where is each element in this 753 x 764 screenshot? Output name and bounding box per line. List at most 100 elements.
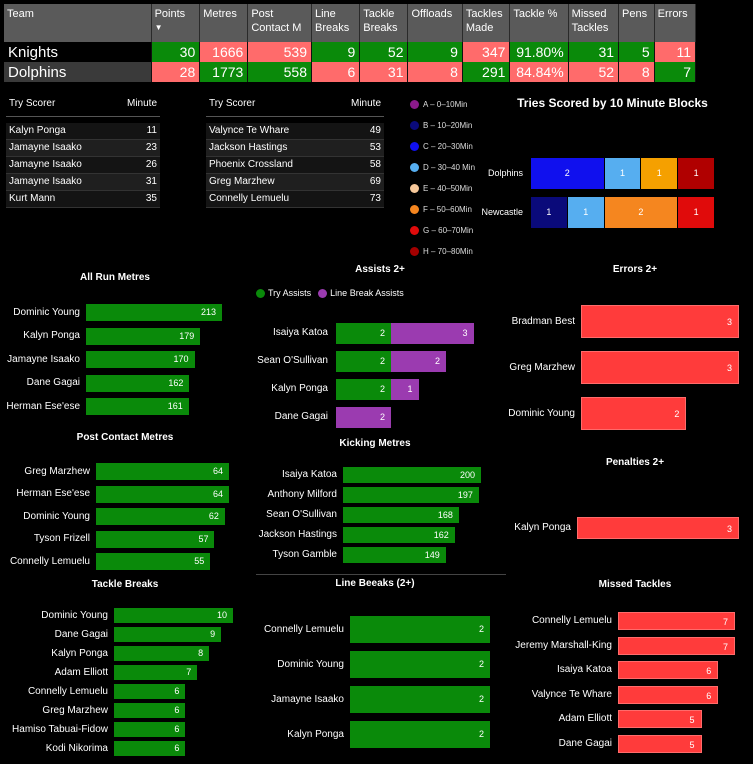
header-try-scorer[interactable]: Try Scorer	[9, 98, 56, 109]
value-bar[interactable]: 2	[350, 651, 490, 678]
value-bar[interactable]: 64	[96, 463, 229, 480]
column-header-6[interactable]: Offloads	[407, 4, 463, 42]
value-bar[interactable]: 62	[96, 508, 225, 525]
value-bar[interactable]: 3	[581, 305, 739, 338]
value-bar[interactable]: 197	[343, 487, 479, 503]
sort-desc-icon[interactable]: ▼	[154, 23, 163, 32]
try-row: Kurt Mann 35	[6, 191, 160, 208]
header-minute[interactable]: Minute	[350, 98, 381, 109]
value-bar[interactable]: 64	[96, 485, 229, 503]
blocks-chart-title: Tries Scored by 10 Minute Blocks	[517, 96, 708, 110]
value-bar[interactable]: 2	[581, 397, 687, 430]
post-contact-title: Post Contact Metres	[76, 432, 174, 443]
legend-item[interactable]: A – 0–10Min	[410, 100, 467, 109]
block-segment[interactable]: 1	[531, 197, 567, 228]
value-bar[interactable]: 2	[350, 721, 490, 748]
value-bar[interactable]: 6	[618, 685, 719, 704]
header-try-scorer[interactable]: Try Scorer	[209, 98, 256, 109]
value-bar[interactable]: 5	[618, 734, 702, 753]
section-divider	[256, 574, 506, 575]
legend-item[interactable]: G – 60–70Min	[410, 226, 473, 235]
line-break-assists-bar[interactable]: 2	[336, 407, 391, 428]
block-segment[interactable]: 1	[678, 158, 714, 189]
value-bar[interactable]: 6	[114, 741, 186, 756]
value-bar[interactable]: 57	[96, 530, 215, 548]
block-segment[interactable]: 1	[604, 158, 641, 189]
line-break-assists-bar[interactable]: 2	[391, 351, 446, 372]
player-name: Dominic Young	[13, 306, 80, 318]
value-bar[interactable]: 162	[343, 527, 455, 543]
legend-item[interactable]: D – 30–40 Min	[410, 163, 475, 172]
try-minute: 69	[369, 176, 381, 187]
legend-try-assists: Try Assists	[268, 288, 312, 298]
block-segment[interactable]: 2	[604, 197, 678, 228]
block-team-label: Newcastle	[481, 207, 523, 217]
line-break-assists-bar[interactable]: 1	[391, 379, 419, 400]
column-header-5[interactable]: Tackle Breaks	[359, 4, 409, 42]
team-row[interactable]: Dolphins 28 1773 558 6 31 8 291 84.84% 52 8 7	[4, 62, 697, 82]
value-bar[interactable]: 5	[618, 710, 702, 728]
value-bar[interactable]: 6	[114, 703, 186, 718]
try-minute: 53	[369, 142, 381, 153]
value-bar[interactable]: 8	[114, 646, 210, 661]
value-bar[interactable]: 2	[350, 686, 490, 713]
player-name: Dominic Young	[277, 658, 344, 670]
value-bar[interactable]: 162	[86, 374, 190, 392]
value-bar[interactable]: 200	[343, 467, 481, 483]
value-bar[interactable]: 7	[114, 665, 198, 680]
column-header-7[interactable]: Tackles Made	[462, 4, 511, 42]
value-bar[interactable]: 161	[86, 398, 189, 415]
value-bar[interactable]: 213	[86, 304, 222, 321]
try-assists-bar[interactable]: 2	[336, 323, 391, 344]
value-bar[interactable]: 7	[618, 612, 735, 630]
player-name: Connelly Lemuelu	[263, 623, 344, 635]
header-minute[interactable]: Minute	[126, 98, 157, 109]
block-segment[interactable]: 1	[567, 197, 604, 228]
column-header-9[interactable]: Missed Tackles	[568, 4, 620, 42]
column-header-4[interactable]: Line Breaks	[311, 4, 361, 42]
player-name: Greg Marzhew	[509, 361, 575, 373]
value-bar[interactable]: 3	[581, 351, 739, 384]
column-header-0[interactable]: Team	[4, 4, 152, 42]
value-bar[interactable]: 179	[86, 327, 201, 345]
legend-label: D – 30–40 Min	[423, 163, 476, 172]
block-segment[interactable]: 1	[641, 158, 678, 189]
stat-cell: 1666	[199, 42, 249, 62]
value-bar[interactable]: 168	[343, 507, 459, 523]
column-header-3[interactable]: Post Contact M	[247, 4, 312, 42]
legend-dot-icon	[410, 184, 419, 193]
legend-item[interactable]: H – 70–80Min	[410, 247, 473, 256]
column-header-11[interactable]: Errors	[654, 4, 697, 42]
value-bar[interactable]: 55	[96, 553, 211, 570]
value-bar[interactable]: 10	[114, 608, 233, 623]
column-header-10[interactable]: Pens	[618, 4, 655, 42]
value-bar[interactable]: 170	[86, 351, 195, 368]
legend-item[interactable]: F – 50–60Min	[410, 205, 472, 214]
value-bar[interactable]: 9	[114, 627, 222, 642]
value-bar[interactable]: 3	[577, 517, 739, 539]
player-name: Sean O'Sullivan	[266, 509, 337, 520]
stat-cell: 30	[151, 42, 201, 62]
value-bar[interactable]: 6	[114, 684, 186, 699]
try-minute: 23	[145, 142, 157, 153]
legend-item[interactable]: E – 40–50Min	[410, 184, 472, 193]
value-bar[interactable]: 2	[350, 616, 490, 643]
legend-label: H – 70–80Min	[423, 247, 473, 256]
value-bar[interactable]: 6	[114, 722, 186, 737]
value-bar[interactable]: 149	[343, 547, 446, 563]
column-header-2[interactable]: Metres	[199, 4, 249, 42]
team-row[interactable]: Knights 30 1666 539 9 52 9 347 91.80% 31 5 11	[4, 42, 697, 62]
block-segment[interactable]: 1	[678, 197, 714, 228]
player-name: Herman Ese'ese	[16, 488, 90, 499]
value-bar[interactable]: 6	[618, 661, 719, 679]
block-segment[interactable]: 2	[531, 158, 604, 189]
column-header-1[interactable]: Points ▼	[151, 4, 201, 42]
column-header-8[interactable]: Tackle %	[509, 4, 569, 42]
try-assists-bar[interactable]: 2	[336, 379, 391, 400]
line-break-assists-bar[interactable]: 3	[391, 323, 474, 344]
value-bar[interactable]: 7	[618, 636, 735, 655]
player-name: Greg Marzhew	[42, 704, 108, 716]
legend-item[interactable]: C – 20–30Min	[410, 142, 473, 151]
try-assists-bar[interactable]: 2	[336, 351, 391, 372]
legend-item[interactable]: B – 10–20Min	[410, 121, 472, 130]
